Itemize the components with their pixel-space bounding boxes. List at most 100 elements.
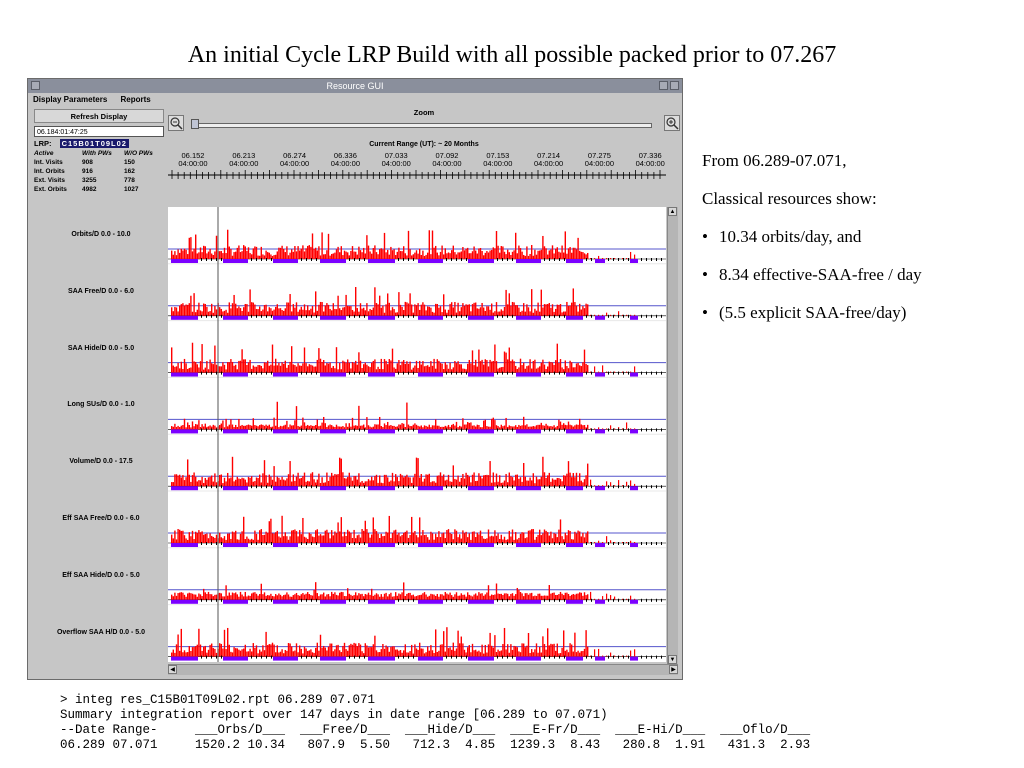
activity-bar [355,360,357,373]
scroll-down-icon[interactable]: ▼ [668,655,677,664]
time-tick-time: 04:00:00 [382,159,411,168]
date-input[interactable]: 06.184:01:47:25 [34,126,164,137]
activity-bar [535,643,538,657]
activity-bar [606,312,608,316]
activity-bar [425,652,427,657]
activity-bar [390,310,392,316]
gap-tick [408,485,409,489]
activity-bar [463,594,466,600]
scroll-up-icon[interactable]: ▲ [668,207,677,216]
activity-bar [310,649,312,657]
menu-reports[interactable]: Reports [120,95,151,104]
scheduled-block [368,259,395,263]
scheduled-block [320,656,346,661]
activity-bar [334,368,336,373]
activity-bar [259,255,261,259]
activity-bar [486,592,488,600]
activity-bar [391,307,394,316]
activity-bar [321,535,323,543]
activity-bar [610,595,612,600]
activity-bar [326,303,328,316]
activity-bar [238,360,240,373]
activity-bar [414,644,416,657]
gap-tick [512,655,513,659]
activity-bar [225,585,227,600]
activity-bar [566,366,568,373]
activity-bar [487,475,490,487]
activity-bar [343,250,346,259]
activity-bar [475,250,477,259]
activity-bar [303,251,306,259]
activity-bar [180,628,182,657]
activity-bar [254,304,256,316]
activity-bar [375,252,378,259]
activity-bar [622,258,624,259]
activity-bar [419,595,421,600]
gap-tick [271,655,272,659]
activity-bar [175,595,178,600]
activity-bar [391,646,394,657]
activity-bar [396,312,398,316]
activity-bar [419,517,421,543]
activity-bar [175,426,178,430]
gap-tick [256,258,257,261]
gap-tick [613,655,614,659]
zoom-slider-thumb[interactable] [191,119,199,129]
minimize-icon[interactable] [659,81,668,90]
activity-bar [473,594,475,600]
activity-bar [345,251,347,259]
activity-bar [417,253,419,259]
maximize-icon[interactable] [670,81,679,90]
resource-band [168,490,666,547]
activity-bar [425,534,427,543]
activity-bar [567,652,570,657]
activity-bar [575,533,578,543]
zoom-slider-track[interactable] [191,123,652,128]
activity-bar [222,311,224,316]
activity-bar [215,594,218,600]
activity-bar [451,369,453,373]
activity-bar [375,424,378,430]
activity-bar [479,530,482,543]
activity-bar [215,235,218,259]
activity-bar [537,534,539,543]
scheduled-block [595,656,605,661]
activity-bar [263,425,266,430]
menu-display-parameters[interactable]: Display Parameters [33,95,108,104]
activity-bar [495,302,498,316]
activity-bar [502,310,504,316]
activity-bar [539,479,541,487]
activity-bar [363,364,365,373]
gap-tick [266,598,267,602]
vertical-scrollbar[interactable]: ▲ ▼ [667,207,678,664]
scheduled-block [418,656,443,661]
scroll-right-icon[interactable]: ▶ [669,665,678,674]
refresh-display-button[interactable]: Refresh Display [34,109,164,123]
zoom-out-button[interactable] [168,115,184,131]
gap-tick [591,598,592,602]
activity-bar [316,250,318,259]
gap-tick [559,598,560,602]
activity-bar [211,535,213,543]
activity-bar [630,540,632,543]
activity-bar [569,595,571,600]
activity-bar [550,362,552,373]
window-menu-icon[interactable] [31,81,40,90]
activity-bar [580,651,582,657]
terminal-line: --Date Range- ___Orbs/D___ ___Free/D___ … [60,723,811,737]
activity-bar [228,478,230,487]
scheduled-block [223,656,248,661]
activity-bar [246,536,248,543]
activity-bar [337,522,339,543]
zoom-in-button[interactable] [664,115,680,131]
activity-bar [492,312,494,316]
notes-list: 10.34 orbits/day, and 8.34 effective-SAA… [702,226,1002,323]
activity-bar [444,248,446,259]
activity-bar [196,364,198,373]
activity-bar [414,596,416,600]
scroll-left-icon[interactable]: ◀ [168,665,177,674]
horizontal-scrollbar[interactable]: ◀ ▶ [168,664,678,675]
activity-bar [396,595,398,600]
scheduled-block [171,259,198,263]
activity-bar [500,367,502,373]
